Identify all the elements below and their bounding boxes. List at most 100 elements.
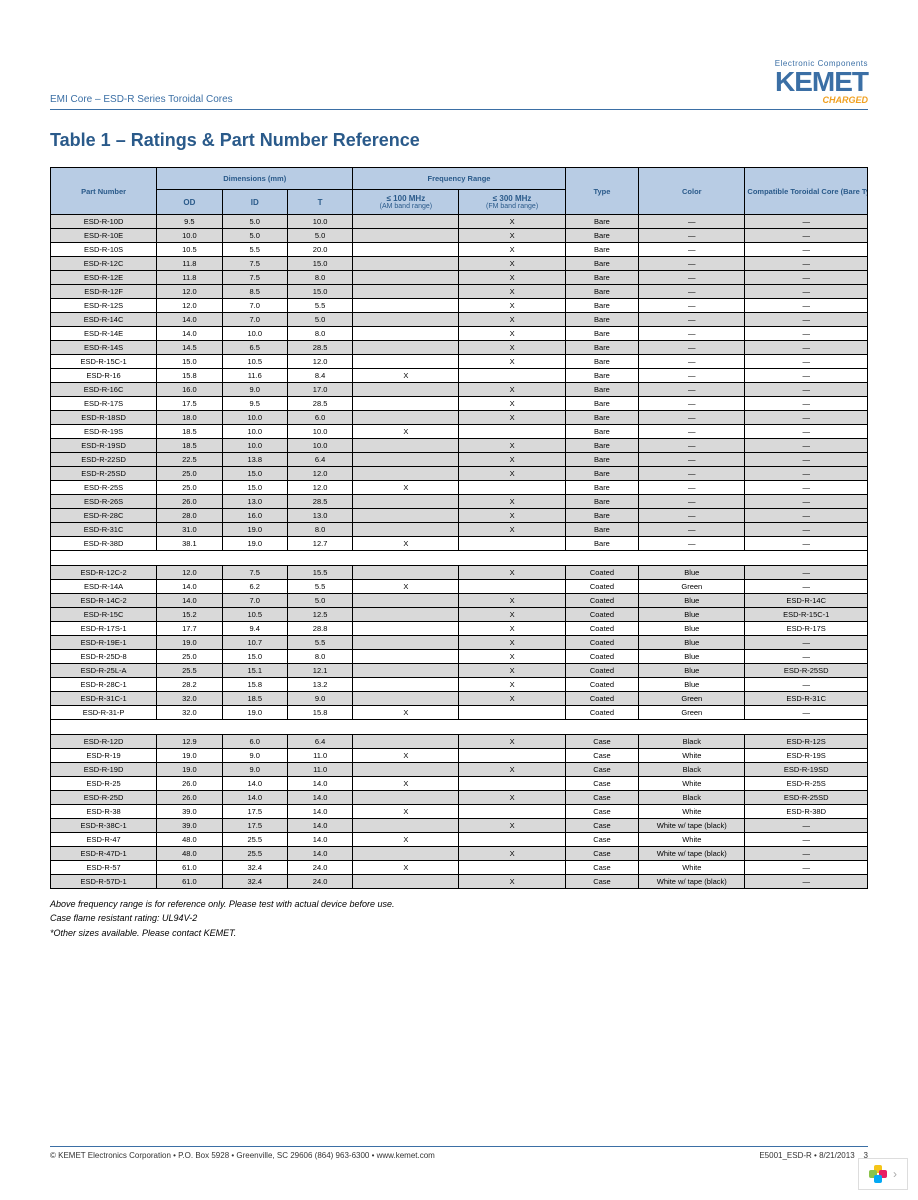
table-cell: —: [745, 537, 868, 551]
table-cell: 39.0: [157, 819, 222, 833]
table-cell: 10.0: [287, 425, 352, 439]
table-cell: 32.4: [222, 861, 287, 875]
table-cell: [459, 749, 565, 763]
table-cell: 8.5: [222, 285, 287, 299]
table-cell: [353, 692, 459, 706]
table-row: ESD-R-14C-214.07.05.0XCoatedBlueESD-R-14…: [51, 594, 868, 608]
footer-right: E5001_ESD-R • 8/21/2013 3: [759, 1151, 868, 1160]
table-cell: 26.0: [157, 495, 222, 509]
table-cell: Blue: [639, 650, 745, 664]
table-cell: 5.5: [287, 299, 352, 313]
table-cell: ESD-R-25S: [51, 481, 157, 495]
table-row: ESD-R-12F12.08.515.0XBare——: [51, 285, 868, 299]
table-row: ESD-R-26S26.013.028.5XBare——: [51, 495, 868, 509]
table-cell: Bare: [565, 341, 639, 355]
table-cell: X: [459, 608, 565, 622]
table-cell: Coated: [565, 636, 639, 650]
table-cell: Bare: [565, 495, 639, 509]
table-cell: —: [745, 509, 868, 523]
table-cell: Bare: [565, 327, 639, 341]
table-cell: 11.0: [287, 763, 352, 777]
table-cell: 10.0: [222, 439, 287, 453]
table-cell: X: [353, 861, 459, 875]
table-cell: 48.0: [157, 847, 222, 861]
table-cell: 17.5: [222, 819, 287, 833]
table-cell: ESD-R-25D: [51, 791, 157, 805]
table-cell: 6.2: [222, 580, 287, 594]
table-cell: 8.0: [287, 327, 352, 341]
table-cell: ESD-R-47: [51, 833, 157, 847]
table-cell: 15.8: [157, 369, 222, 383]
viewer-widget[interactable]: ›: [858, 1158, 908, 1190]
table-cell: X: [459, 439, 565, 453]
table-cell: X: [459, 327, 565, 341]
table-cell: [353, 229, 459, 243]
table-cell: —: [639, 509, 745, 523]
table-cell: X: [459, 243, 565, 257]
table-cell: Green: [639, 580, 745, 594]
table-cell: ESD-R-17S: [51, 397, 157, 411]
brand-logo: Electronic Components KEMET CHARGED: [775, 60, 868, 105]
table-cell: 32.4: [222, 875, 287, 889]
table-cell: ESD-R-38D: [745, 805, 868, 819]
table-cell: —: [745, 650, 868, 664]
table-cell: Bare: [565, 425, 639, 439]
table-cell: —: [745, 819, 868, 833]
table-cell: X: [459, 397, 565, 411]
table-cell: —: [745, 495, 868, 509]
table-cell: ESD-R-19SD: [51, 439, 157, 453]
table-cell: —: [745, 299, 868, 313]
table-cell: —: [639, 299, 745, 313]
table-cell: Bare: [565, 509, 639, 523]
table-cell: [353, 243, 459, 257]
table-cell: ESD-R-12S: [745, 735, 868, 749]
brand-name: KEMET: [775, 68, 868, 96]
table-cell: —: [745, 327, 868, 341]
table-cell: [353, 735, 459, 749]
table-cell: 25.0: [157, 650, 222, 664]
table-cell: White: [639, 749, 745, 763]
table-cell: Case: [565, 735, 639, 749]
table-cell: ESD-R-38C-1: [51, 819, 157, 833]
table-cell: X: [459, 215, 565, 229]
table-cell: 7.5: [222, 271, 287, 285]
table-cell: 8.0: [287, 650, 352, 664]
chevron-right-icon[interactable]: ›: [893, 1167, 897, 1181]
table-cell: 14.0: [222, 791, 287, 805]
table-cell: —: [639, 355, 745, 369]
table-cell: ESD-R-25: [51, 777, 157, 791]
table-cell: 10.5: [222, 355, 287, 369]
table-cell: Bare: [565, 467, 639, 481]
table-row: ESD-R-12E11.87.58.0XBare——: [51, 271, 868, 285]
table-cell: Bare: [565, 215, 639, 229]
table-row: ESD-R-25SD25.015.012.0XBare——: [51, 467, 868, 481]
table-cell: 61.0: [157, 861, 222, 875]
table-cell: —: [639, 411, 745, 425]
table-cell: ESD-R-19SD: [745, 763, 868, 777]
table-cell: Coated: [565, 608, 639, 622]
table-cell: —: [639, 257, 745, 271]
table-cell: 25.5: [222, 833, 287, 847]
table-row: ESD-R-38D38.119.012.7XBare——: [51, 537, 868, 551]
table-cell: 7.5: [222, 257, 287, 271]
table-cell: 13.8: [222, 453, 287, 467]
table-cell: 17.5: [222, 805, 287, 819]
table-cell: 6.0: [222, 735, 287, 749]
table-cell: Coated: [565, 692, 639, 706]
col-color: Color: [639, 168, 745, 215]
table-cell: 5.5: [287, 636, 352, 650]
table-cell: Bare: [565, 299, 639, 313]
footer-left: © KEMET Electronics Corporation • P.O. B…: [50, 1151, 435, 1160]
table-cell: X: [459, 257, 565, 271]
table-cell: 32.0: [157, 692, 222, 706]
table-cell: Bare: [565, 411, 639, 425]
table-cell: [459, 833, 565, 847]
table-cell: 25.0: [157, 467, 222, 481]
table-cell: ESD-R-12E: [51, 271, 157, 285]
table-cell: 15.0: [287, 285, 352, 299]
table-cell: X: [459, 692, 565, 706]
table-cell: ESD-R-12S: [51, 299, 157, 313]
table-cell: —: [745, 411, 868, 425]
table-body: ESD-R-10D9.55.010.0XBare——ESD-R-10E10.05…: [51, 215, 868, 889]
table-cell: X: [459, 229, 565, 243]
